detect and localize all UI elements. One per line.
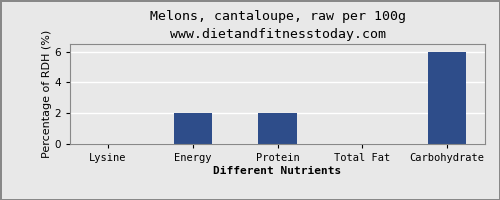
Title: Melons, cantaloupe, raw per 100g
www.dietandfitnesstoday.com: Melons, cantaloupe, raw per 100g www.die… bbox=[150, 10, 406, 41]
X-axis label: Different Nutrients: Different Nutrients bbox=[214, 166, 342, 176]
Bar bbox=[258, 113, 296, 144]
Bar bbox=[428, 52, 466, 144]
Y-axis label: Percentage of RDH (%): Percentage of RDH (%) bbox=[42, 30, 51, 158]
Bar bbox=[174, 113, 212, 144]
